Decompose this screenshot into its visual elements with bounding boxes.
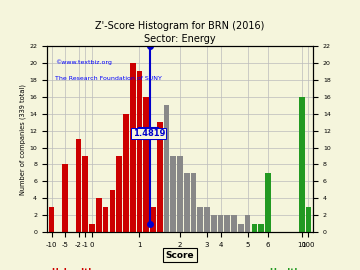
Bar xyxy=(265,173,271,232)
Bar xyxy=(76,139,81,232)
Bar xyxy=(116,156,122,232)
Bar xyxy=(150,207,156,232)
Bar xyxy=(82,156,88,232)
Bar xyxy=(258,224,264,232)
Bar xyxy=(306,207,311,232)
Y-axis label: Number of companies (339 total): Number of companies (339 total) xyxy=(20,83,26,195)
Bar xyxy=(170,156,176,232)
Bar xyxy=(299,97,305,232)
Text: The Research Foundation of SUNY: The Research Foundation of SUNY xyxy=(55,76,162,81)
Text: ©www.textbiz.org: ©www.textbiz.org xyxy=(55,59,112,65)
Bar xyxy=(238,224,244,232)
Bar xyxy=(130,63,136,232)
Bar xyxy=(245,215,251,232)
Bar xyxy=(157,122,163,232)
Bar xyxy=(231,215,237,232)
Bar xyxy=(224,215,230,232)
X-axis label: Score: Score xyxy=(166,251,194,260)
Bar xyxy=(123,114,129,232)
Bar xyxy=(197,207,203,232)
Bar xyxy=(252,224,257,232)
Title: Z'-Score Histogram for BRN (2016)
Sector: Energy: Z'-Score Histogram for BRN (2016) Sector… xyxy=(95,21,265,44)
Bar xyxy=(211,215,217,232)
Bar xyxy=(204,207,210,232)
Bar xyxy=(218,215,224,232)
Text: 1.4819: 1.4819 xyxy=(133,129,165,138)
Bar xyxy=(89,224,95,232)
Bar xyxy=(96,198,102,232)
Text: Unhealthy: Unhealthy xyxy=(51,268,100,270)
Bar xyxy=(62,164,68,232)
Bar xyxy=(136,71,142,232)
Bar xyxy=(191,173,197,232)
Text: Healthy: Healthy xyxy=(270,268,307,270)
Bar xyxy=(184,173,190,232)
Bar xyxy=(103,207,108,232)
Bar xyxy=(109,190,115,232)
Bar xyxy=(49,207,54,232)
Bar xyxy=(163,105,169,232)
Bar xyxy=(177,156,183,232)
Bar xyxy=(143,97,149,232)
